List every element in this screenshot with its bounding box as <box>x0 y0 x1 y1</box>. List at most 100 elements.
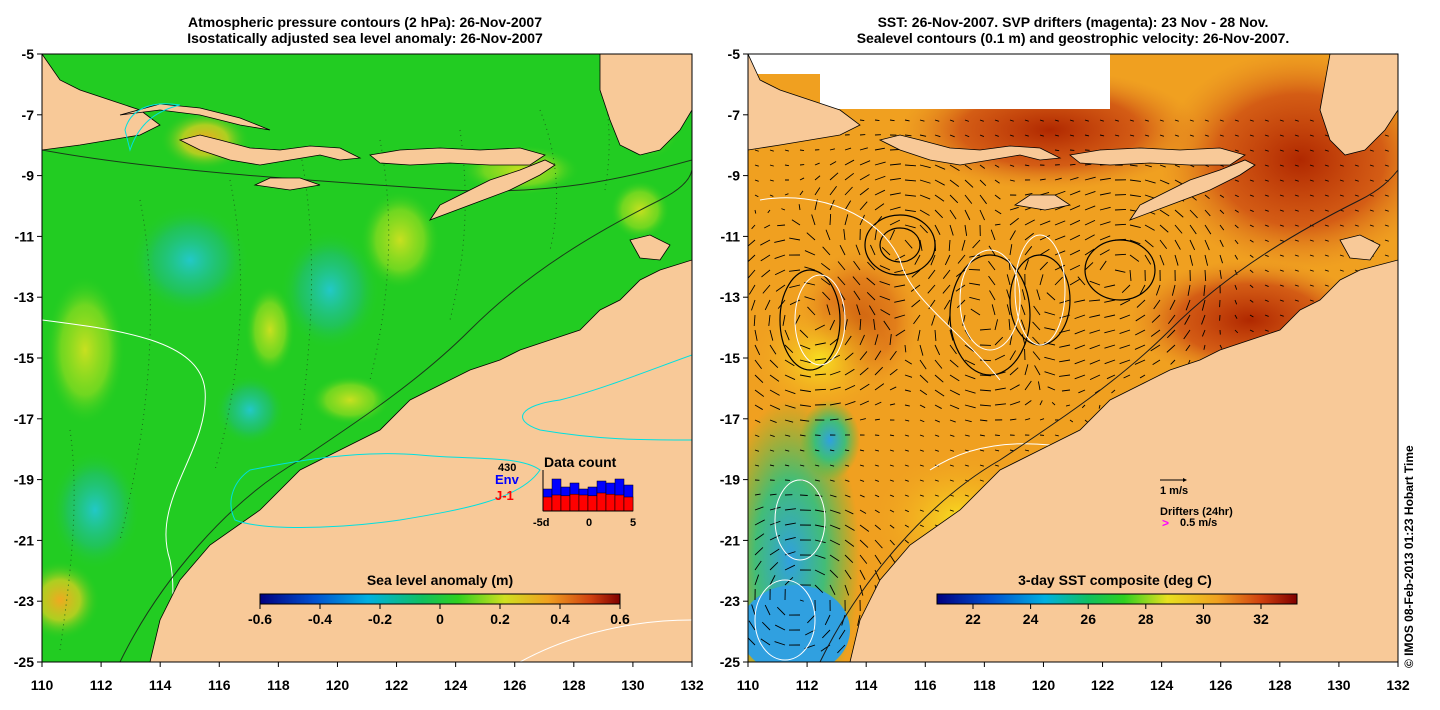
velocity-vector <box>814 373 826 376</box>
velocity-vector <box>904 374 913 378</box>
velocity-vector <box>1249 224 1254 228</box>
velocity-vector <box>979 449 985 452</box>
velocity-vector <box>814 358 826 361</box>
velocity-vector <box>1129 239 1141 245</box>
velocity-vector <box>1279 284 1284 287</box>
velocity-vector <box>748 284 756 295</box>
velocity-vector <box>1249 119 1254 122</box>
velocity-vector <box>1354 164 1359 167</box>
velocity-vector <box>1309 269 1314 272</box>
velocity-vector <box>1069 205 1081 211</box>
velocity-vector <box>799 359 811 364</box>
velocity-vector <box>1144 164 1152 168</box>
velocity-vector <box>972 239 981 249</box>
velocity-vector <box>964 194 973 204</box>
velocity-vector <box>1036 289 1041 301</box>
inset-title: Data count <box>544 454 617 470</box>
velocity-vector <box>979 374 992 377</box>
velocity-vector <box>1069 279 1080 286</box>
velocity-vector <box>761 269 771 278</box>
velocity-vector <box>814 524 826 528</box>
velocity-vector <box>1204 239 1210 251</box>
lon-tick-label: 112 <box>796 677 819 693</box>
velocity-vector <box>964 434 970 437</box>
velocity-vector <box>874 175 886 181</box>
velocity-vector <box>889 350 897 361</box>
velocity-vector <box>784 404 796 409</box>
velocity-vector <box>829 494 837 498</box>
velocity-vector <box>1134 359 1146 365</box>
velocity-vector <box>934 329 937 341</box>
velocity-vector <box>874 203 885 211</box>
velocity-vector <box>949 344 957 355</box>
velocity-vector <box>784 434 791 437</box>
right-title-line1: SST: 26-Nov-2007. SVP drifters (magenta)… <box>877 14 1269 30</box>
velocity-vector <box>829 337 839 346</box>
velocity-vector <box>1099 249 1110 256</box>
velocity-vector <box>1234 284 1238 290</box>
velocity-vector <box>769 575 776 586</box>
velocity-vector <box>1294 209 1299 212</box>
velocity-vector <box>979 194 987 205</box>
velocity-vector <box>822 291 831 301</box>
velocity-vector <box>889 479 894 482</box>
velocity-vector <box>784 329 790 341</box>
velocity-vector <box>1249 314 1254 318</box>
velocity-vector <box>1219 269 1222 279</box>
inset-bar-j1 <box>569 493 580 512</box>
velocity-vector <box>1189 224 1197 235</box>
inset-bar-j1 <box>614 494 625 512</box>
velocity-vector <box>1279 224 1284 227</box>
velocity-vector <box>994 209 1002 215</box>
velocity-vector <box>1294 164 1299 167</box>
velocity-vector <box>919 449 924 452</box>
velocity-vector <box>1294 239 1299 242</box>
velocity-vector <box>1099 119 1104 122</box>
velocity-vector <box>979 419 988 422</box>
velocity-vector <box>784 359 795 367</box>
velocity-vector <box>1089 374 1101 381</box>
velocity-vector <box>799 449 805 452</box>
velocity-vector <box>994 403 1006 406</box>
velocity-vector <box>1234 134 1239 137</box>
island-flores <box>1069 147 1246 166</box>
velocity-vector <box>928 269 936 280</box>
velocity-vector <box>814 479 820 482</box>
sla-colorbar-gradient <box>259 593 621 605</box>
velocity-vector <box>879 281 891 286</box>
velocity-vector <box>829 319 836 331</box>
lat-tick-label: -23 <box>720 593 740 609</box>
velocity-vector <box>934 404 942 409</box>
velocity-vector <box>799 464 805 467</box>
inset-count: 430 <box>498 462 516 474</box>
velocity-vector <box>949 479 954 482</box>
velocity-vector <box>859 351 868 361</box>
velocity-vector <box>1104 344 1116 349</box>
velocity-vector <box>804 296 816 301</box>
velocity-vector <box>829 386 841 391</box>
velocity-vector <box>889 386 897 391</box>
velocity-vector <box>748 239 756 247</box>
velocity-vector <box>949 389 961 396</box>
island-lombok-sumbawa <box>178 134 362 166</box>
velocity-vector <box>1384 149 1389 152</box>
velocity-vector <box>1279 134 1284 137</box>
velocity-vector <box>1039 178 1046 181</box>
velocity-vector <box>1185 344 1191 352</box>
velocity-vector <box>844 554 854 564</box>
lon-tick-label: 112 <box>90 677 113 693</box>
velocity-vector <box>1144 134 1150 137</box>
velocity-vector <box>768 314 771 326</box>
velocity-vector <box>1264 164 1269 167</box>
velocity-vector <box>1324 254 1329 257</box>
velocity-vector <box>868 305 876 316</box>
velocity-vector <box>994 194 1001 200</box>
velocity-vector <box>1219 344 1223 349</box>
sla-high-patch <box>42 560 100 640</box>
velocity-vector <box>919 404 926 409</box>
velocity-vector <box>1324 284 1329 287</box>
velocity-vector <box>874 334 879 346</box>
left-map <box>42 54 692 662</box>
velocity-vector <box>1039 119 1044 122</box>
